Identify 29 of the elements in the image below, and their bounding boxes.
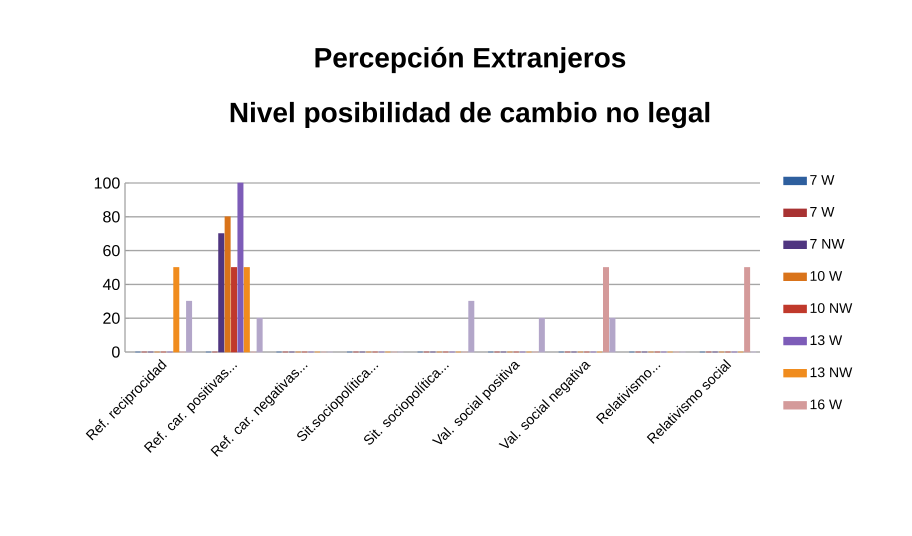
bar: [231, 267, 238, 352]
legend-label: 10 W: [810, 270, 842, 281]
y-tick-label: 40: [102, 278, 120, 290]
chart-subtitle: Nivel posibilidad de cambio no legal: [230, 102, 710, 128]
legend-label: 7 W: [810, 207, 834, 217]
bar: [237, 182, 244, 352]
y-tick-label: 100: [94, 177, 120, 189]
bar: [744, 267, 750, 352]
bar: [244, 267, 250, 352]
y-tick-label: 0: [112, 346, 120, 358]
bar: [186, 300, 192, 352]
bar: [224, 216, 231, 352]
legend-label: 7 NW: [810, 239, 844, 249]
legend-label: 13 W: [810, 335, 842, 346]
legend-label: 16 W: [810, 399, 842, 410]
bar: [609, 318, 616, 352]
bar: [603, 267, 610, 352]
legend-label: 7 W: [810, 175, 834, 185]
bar: [218, 233, 224, 352]
y-tick-label: 60: [103, 244, 120, 256]
chart-title: Percepción Extranjeros: [315, 46, 626, 74]
bar: [173, 267, 180, 352]
legend-label: 13 NW: [810, 367, 852, 378]
y-tick-label: 80: [103, 211, 120, 222]
bar: [256, 318, 263, 352]
y-tick-label: 20: [103, 312, 120, 324]
legend-label: 10 NW: [810, 303, 852, 314]
bar: [468, 300, 474, 352]
bar: [538, 318, 545, 352]
